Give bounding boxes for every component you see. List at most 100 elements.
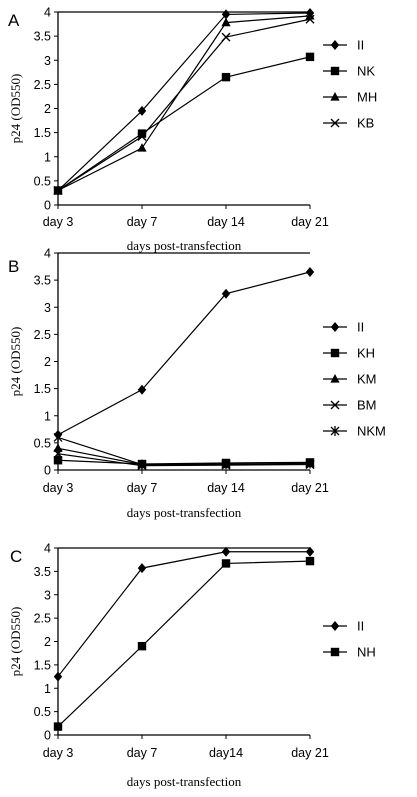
x-tick-label: day14: [209, 746, 243, 760]
series-ii: [53, 546, 315, 682]
legend-label: NH: [357, 645, 376, 660]
y-tick-label: 3: [44, 588, 51, 602]
data-point: [221, 288, 231, 299]
panel-label: B: [8, 257, 19, 276]
y-axis-title: p24 (OD550): [8, 74, 23, 144]
chart-panel-b: B 0 0.5 1 1.5 2 2.5 3 3.5 4 day 3 day 7 day 14 day 21…: [8, 247, 386, 521]
series-line: [57, 459, 311, 465]
y-tick-label: 3.5: [34, 30, 51, 44]
series-line: [57, 560, 311, 728]
series-line: [57, 453, 311, 467]
data-point: [137, 384, 147, 395]
data-point: [53, 432, 63, 443]
data-point: [221, 9, 231, 20]
legend-marker: [330, 348, 340, 358]
legend-marker: [330, 647, 340, 657]
legend-label: BM: [357, 398, 377, 413]
chart-panel-a: A 0 0.5 1 1.5 2 2.5 3 3.5 4 day 3 day 7 day 14 day 21…: [8, 6, 377, 254]
y-tick-label: 0: [44, 199, 51, 213]
series-kh: [53, 456, 315, 469]
y-tick-label: 3.5: [34, 274, 51, 288]
legend-marker: [330, 621, 340, 631]
legend-entry-km: KM: [323, 372, 377, 387]
data-point: [221, 559, 231, 568]
y-tick-label: 1: [44, 150, 51, 164]
data-point: [305, 52, 315, 62]
series-line: [57, 56, 311, 192]
data-point: [221, 17, 231, 27]
legend-label: KM: [357, 372, 377, 387]
y-tick-label: 2: [44, 635, 51, 649]
y-tick-label: 4: [44, 247, 51, 261]
y-axis-title: p24 (OD550): [8, 607, 23, 677]
x-tick-label: day 3: [43, 481, 74, 495]
legend-entry-bm: BM: [323, 398, 377, 413]
x-axis-title: days post-transfection: [127, 238, 242, 253]
data-point: [305, 266, 315, 277]
legend-entry-ii: II: [323, 38, 364, 53]
panel-label: C: [10, 547, 22, 566]
data-point: [221, 546, 231, 557]
series-line: [57, 18, 311, 192]
data-point: [137, 459, 147, 470]
series-nh: [53, 556, 315, 731]
legend-marker: [330, 374, 340, 383]
series-line: [57, 12, 311, 191]
data-point: [221, 72, 231, 82]
legend-label: KH: [357, 346, 375, 361]
y-tick-label: 1: [44, 682, 51, 696]
legend-label: MH: [357, 90, 377, 105]
series-nkm: [53, 432, 315, 470]
x-tick-label: day 21: [291, 746, 329, 760]
legend-marker: [330, 66, 340, 76]
x-tick-label: day 7: [127, 746, 158, 760]
series-line: [57, 15, 311, 192]
y-tick-label: 2.5: [34, 612, 51, 626]
x-tick-label: day 3: [43, 746, 74, 760]
series-bm: [53, 449, 315, 471]
data-point: [53, 443, 63, 452]
data-point: [53, 671, 63, 682]
x-tick-label: day 3: [43, 215, 74, 229]
x-axis-title: days post-transfection: [127, 505, 242, 520]
data-point: [53, 722, 63, 731]
x-tick-label: day 7: [127, 215, 158, 229]
legend-entry-mh: MH: [323, 90, 377, 105]
data-point: [221, 459, 231, 470]
legend-entry-nh: NH: [323, 645, 376, 660]
y-tick-label: 2.5: [34, 328, 51, 342]
legend-label: NK: [357, 64, 375, 79]
series-line: [57, 271, 311, 436]
legend-label: II: [357, 38, 364, 53]
legend-marker: [330, 322, 340, 332]
data-point: [137, 131, 147, 141]
y-tick-label: 1.5: [34, 382, 51, 396]
y-tick-label: 1.5: [34, 658, 51, 672]
legend-label: II: [357, 619, 364, 634]
legend-entry-ii: II: [323, 619, 364, 634]
y-axis-title: p24 (OD550): [8, 327, 23, 397]
y-tick-label: 3: [44, 54, 51, 68]
legend-marker: [330, 40, 340, 50]
y-tick-label: 2: [44, 102, 51, 116]
y-tick-label: 3: [44, 301, 51, 315]
data-point: [137, 563, 147, 574]
series-ii: [53, 266, 315, 440]
panel-label: A: [8, 11, 20, 30]
legend-entry-ii: II: [323, 320, 364, 335]
x-tick-label: day 14: [207, 215, 245, 229]
y-tick-label: 1.5: [34, 126, 51, 140]
legend-entry-nkm: NKM: [323, 424, 386, 439]
y-tick-label: 0.5: [34, 436, 51, 450]
series-kb: [53, 14, 315, 196]
chart-panel-c: C 0 0.5 1 1.5 2 2.5 3 3.5 4 day 3 day 7 day14 day 21 d…: [8, 542, 376, 790]
legend-entry-nk: NK: [323, 64, 375, 79]
legend-marker: [330, 118, 340, 128]
legend-marker: [330, 92, 340, 101]
legend-marker: [330, 400, 340, 410]
x-axis-title: days post-transfection: [127, 774, 242, 789]
y-tick-label: 4: [44, 542, 51, 556]
data-point: [53, 449, 63, 459]
data-point: [305, 556, 315, 566]
